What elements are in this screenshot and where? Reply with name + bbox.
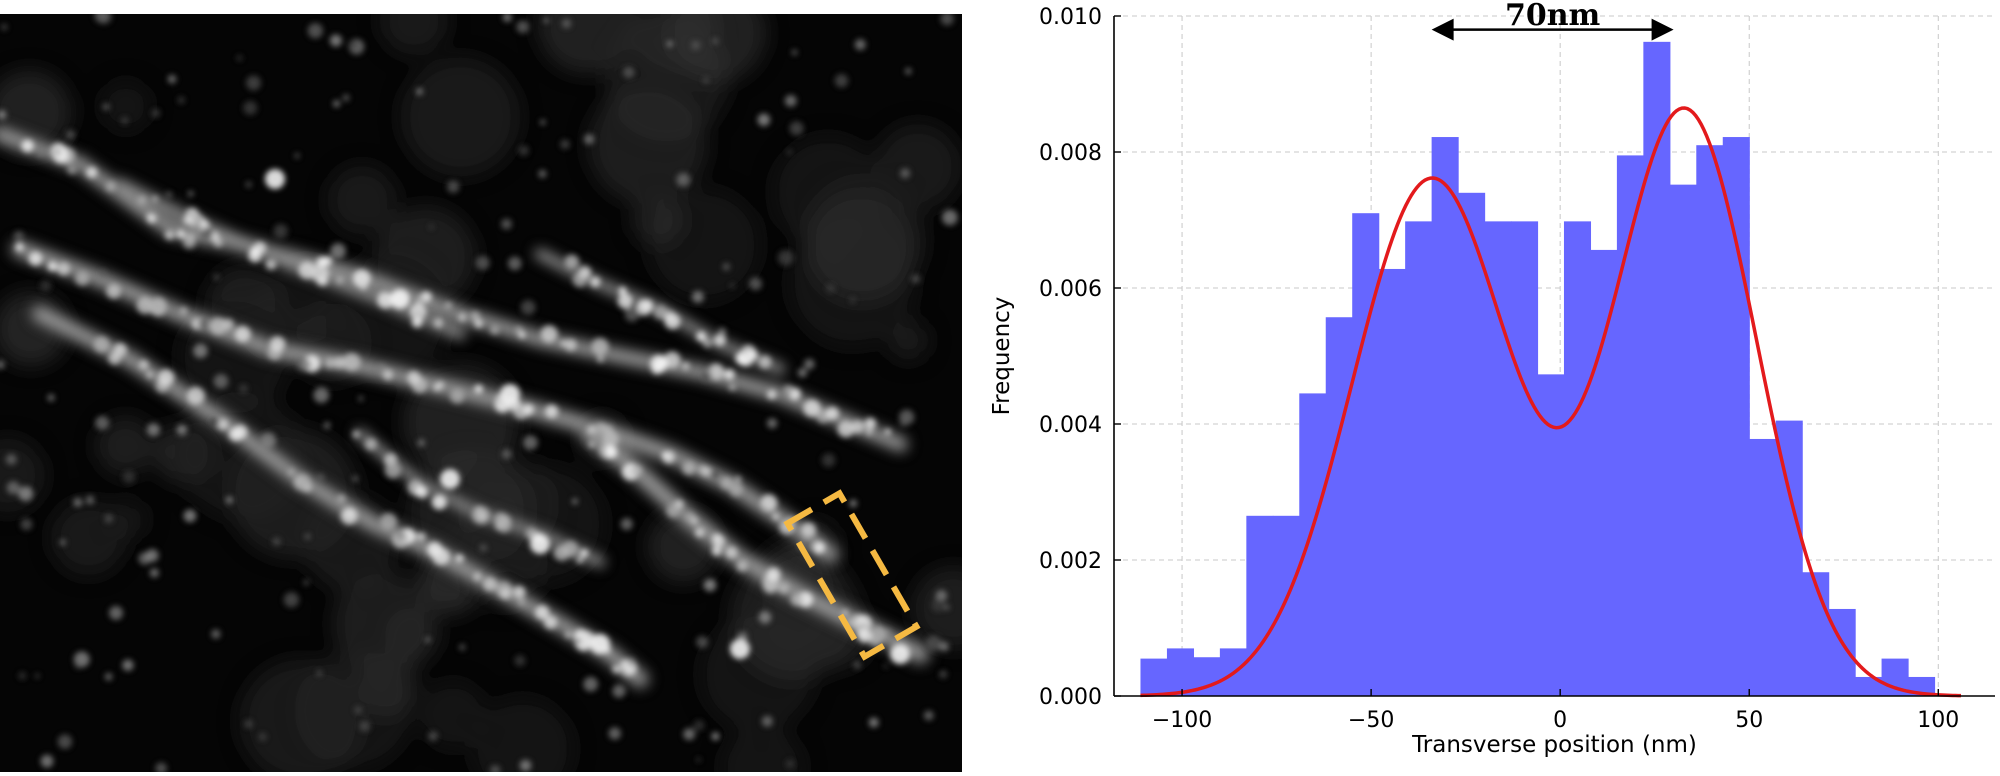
roi-box	[783, 489, 921, 661]
annotation-arrowhead-left	[1431, 18, 1454, 41]
histogram-bar	[1299, 393, 1327, 696]
histogram-bar	[1511, 221, 1539, 697]
y-axis-title: Frequency	[989, 297, 1015, 416]
axes	[1113, 16, 1995, 697]
y-tick-label: 0.008	[1039, 141, 1102, 166]
histogram-bar	[1643, 41, 1671, 696]
fit-curve	[1140, 106, 1962, 698]
fluorescence-micrograph	[0, 0, 995, 776]
y-tick-label: 0.006	[1039, 277, 1102, 302]
y-tick-label: 0.004	[1039, 413, 1102, 438]
histogram-bar	[1696, 145, 1724, 696]
annotation-arrowhead-right	[1651, 18, 1674, 41]
histogram-bar	[1352, 213, 1380, 696]
histogram-bar	[1775, 420, 1803, 696]
roi-box-outline	[783, 489, 921, 661]
histogram-bar	[1590, 249, 1618, 697]
x-tick-label: 100	[1917, 708, 1959, 733]
histogram-bar	[1563, 221, 1592, 697]
histogram-bar	[1855, 676, 1883, 696]
fluorescent-puncta	[0, 7, 958, 776]
histogram-bar	[1458, 192, 1486, 697]
histogram-bar	[1669, 184, 1697, 696]
x-tick-label: −50	[1348, 708, 1394, 733]
histogram-chart: −100 −50 0 50 100 0.000 0.002 0.004 0.006 0.008 0.…	[989, 0, 1995, 758]
histogram-bar	[1378, 268, 1406, 696]
micrograph-panel	[0, 0, 995, 776]
histogram-bar	[1431, 137, 1459, 697]
histogram-bar	[1272, 515, 1300, 696]
histogram-bar	[1802, 572, 1830, 696]
histogram-bars	[1140, 41, 1936, 697]
annotation-label: 70nm	[1505, 0, 1601, 33]
histogram-bar	[1405, 221, 1433, 697]
x-tick-label: 0	[1553, 708, 1567, 733]
x-tick-label: −100	[1152, 708, 1212, 733]
histogram-bar	[1537, 374, 1565, 696]
histogram-bar	[1616, 155, 1644, 696]
histogram-bar	[1722, 137, 1750, 697]
tick-labels: −100 −50 0 50 100 0.000 0.002 0.004 0.006 0.008 0.…	[1039, 5, 1959, 733]
histogram-bar	[1246, 515, 1274, 696]
histogram-bar	[1166, 648, 1195, 696]
histogram-bar	[1484, 221, 1512, 697]
x-tick-label: 50	[1735, 708, 1763, 733]
y-tick-label: 0.000	[1039, 685, 1102, 710]
histogram-panel: −100 −50 0 50 100 0.000 0.002 0.004 0.006 0.008 0.…	[962, 0, 2000, 772]
y-tick-label: 0.010	[1039, 5, 1102, 30]
y-tick-label: 0.002	[1039, 549, 1102, 574]
x-axis-title: Transverse position (nm)	[1411, 732, 1697, 758]
histogram-bar	[1749, 438, 1777, 696]
peak-distance-annotation: 70nm	[1431, 0, 1674, 41]
histogram-bar	[1140, 658, 1168, 696]
histogram-bar	[1325, 317, 1353, 696]
